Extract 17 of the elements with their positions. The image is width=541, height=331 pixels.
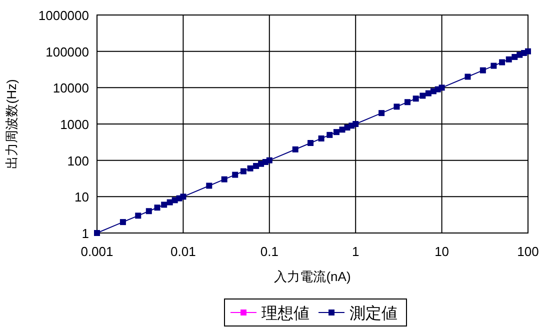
x-tick-label: 0.001 bbox=[80, 244, 114, 259]
x-axis-title: 入力電流(nA) bbox=[274, 269, 351, 284]
y-tick-label: 100 bbox=[67, 153, 89, 168]
y-tick-label: 10 bbox=[74, 190, 89, 205]
x-tick-label: 100 bbox=[517, 244, 539, 259]
x-tick-label: 0.01 bbox=[170, 244, 196, 259]
x-tick-label: 0.1 bbox=[260, 244, 278, 259]
y-tick-label: 1000000 bbox=[38, 8, 89, 23]
y-tick-label: 1000 bbox=[60, 117, 89, 132]
y-tick-label: 10000 bbox=[52, 80, 89, 96]
legend-label: 測定値 bbox=[350, 304, 398, 322]
x-tick-label: 1 bbox=[352, 244, 360, 259]
legend-label: 理想値 bbox=[262, 304, 310, 322]
y-tick-label: 1 bbox=[82, 226, 89, 241]
y-tick-label: 100000 bbox=[46, 44, 89, 60]
y-axis-title: 出力周波数(Hz) bbox=[4, 79, 19, 169]
x-tick-label: 10 bbox=[434, 244, 450, 259]
